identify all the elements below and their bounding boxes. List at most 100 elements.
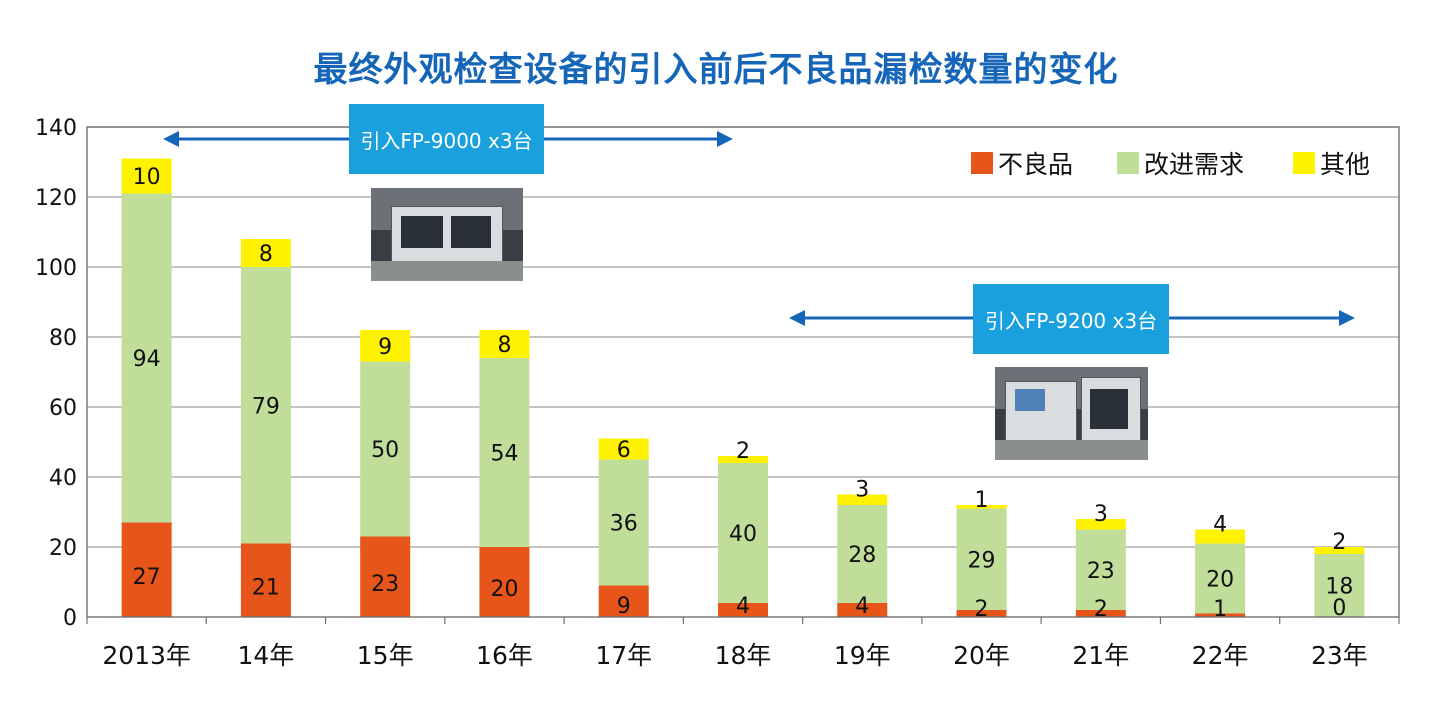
legend-label: 改进需求	[1144, 150, 1244, 179]
bar-value-label: 6	[617, 438, 631, 463]
bar-segment	[1075, 519, 1126, 530]
bar-segment	[1195, 613, 1246, 617]
x-tick-label: 14年	[238, 641, 295, 670]
bar-segment	[121, 522, 172, 617]
x-tick-label: 23年	[1311, 641, 1368, 670]
bar-value-label: 1	[1213, 597, 1227, 622]
bar-segment	[360, 536, 411, 617]
bar-value-label: 2	[975, 597, 989, 622]
bar-segment	[121, 158, 172, 194]
y-tick-label: 0	[63, 606, 77, 631]
bar-segment	[718, 463, 768, 603]
bar-value-label: 2	[1332, 530, 1346, 555]
bar-value-label: 23	[1087, 559, 1115, 584]
bar-value-label: 8	[497, 333, 511, 358]
y-tick-label: 20	[49, 536, 77, 561]
bar-segment	[360, 361, 411, 537]
bar-value-label: 79	[252, 394, 280, 419]
y-tick-label: 60	[49, 396, 77, 421]
bar-segment	[598, 585, 649, 617]
bar-value-label: 0	[1332, 596, 1346, 621]
y-tick-label: 80	[49, 326, 77, 351]
bar-segment	[240, 239, 291, 267]
bar-segment	[479, 547, 530, 617]
x-tick-label: 18年	[715, 641, 772, 670]
x-tick-label: 22年	[1192, 641, 1249, 670]
bar-value-label: 20	[490, 577, 518, 602]
bar-value-label: 21	[252, 575, 280, 600]
bar-stacks	[121, 158, 1365, 617]
bar-value-label: 4	[736, 594, 750, 619]
annotation-fp9000-box: 引入FP-9000 x3台	[349, 104, 544, 174]
bar-segment	[1075, 529, 1126, 610]
x-tick-label: 21年	[1072, 641, 1129, 670]
bar-value-label: 28	[848, 543, 876, 568]
bar-segment	[479, 358, 530, 547]
bar-value-label: 36	[610, 512, 638, 537]
bar-value-label: 3	[855, 478, 869, 503]
legend-swatch	[1293, 152, 1315, 174]
bar-segment	[956, 610, 1007, 617]
bar-value-label: 9	[617, 594, 631, 619]
bar-segment	[1314, 554, 1365, 617]
bar-value-label: 18	[1325, 575, 1353, 600]
x-tick-label: 20年	[953, 641, 1010, 670]
y-tick-label: 100	[35, 256, 77, 281]
bar-segment	[837, 505, 888, 603]
legend-swatch	[971, 152, 993, 174]
value-labels: 2794102179823509205489366440242832291223…	[133, 165, 1354, 622]
bar-value-label: 23	[371, 572, 399, 597]
bar-segment	[956, 508, 1007, 610]
arrow-head-right	[717, 131, 733, 147]
arrow-head-left	[789, 310, 805, 326]
bar-segment	[479, 330, 530, 358]
bar-segment	[1195, 529, 1246, 544]
bar-segment	[240, 543, 291, 617]
legend-swatch	[1117, 152, 1139, 174]
bar-segment	[837, 603, 888, 617]
bar-value-label: 8	[259, 242, 273, 267]
annotation-fp9200-box: 引入FP-9200 x3台	[973, 284, 1169, 354]
legend: 不良品 改进需求 其他	[971, 150, 1370, 179]
fp9200-machine-photo	[995, 367, 1148, 460]
x-tick-label: 2013年	[102, 641, 191, 670]
arrow-head-left	[163, 131, 179, 147]
bar-segment	[598, 438, 649, 460]
bar-value-label: 10	[133, 165, 161, 190]
bar-segment	[1195, 543, 1246, 614]
bar-value-label: 54	[490, 442, 518, 467]
bar-segment	[240, 267, 291, 544]
bar-value-label: 4	[1213, 513, 1227, 538]
bar-value-label: 4	[855, 594, 869, 619]
bar-value-label: 3	[1094, 502, 1108, 527]
bar-segment	[718, 603, 768, 617]
plot-frame	[86, 126, 1400, 618]
bar-value-label: 94	[133, 347, 161, 372]
x-tick-label: 16年	[476, 641, 533, 670]
y-tick-label: 140	[35, 116, 77, 141]
bar-value-label: 2	[736, 439, 750, 464]
bar-value-label: 50	[371, 438, 399, 463]
x-tick-label: 19年	[834, 641, 891, 670]
bar-segment	[1075, 610, 1126, 617]
bar-value-label: 1	[975, 488, 989, 513]
bar-value-label: 27	[133, 565, 161, 590]
bar-segment	[1314, 547, 1365, 554]
bar-value-label: 40	[729, 522, 757, 547]
bar-segment	[837, 494, 888, 505]
fp9000-machine-photo	[371, 188, 523, 281]
chart-title: 最终外观检查设备的引入前后不良品漏检数量的变化	[313, 50, 1119, 90]
bar-segment	[598, 459, 649, 586]
x-tick-label: 17年	[595, 641, 652, 670]
legend-label: 其他	[1320, 150, 1370, 179]
bar-segment	[956, 505, 1007, 509]
y-tick-label: 120	[35, 186, 77, 211]
bar-value-label: 20	[1206, 568, 1234, 593]
y-tick-label: 40	[49, 466, 77, 491]
legend-label: 不良品	[998, 150, 1073, 179]
bar-segment	[718, 456, 768, 463]
bar-value-label: 2	[1094, 597, 1108, 622]
bar-value-label: 29	[968, 548, 996, 573]
